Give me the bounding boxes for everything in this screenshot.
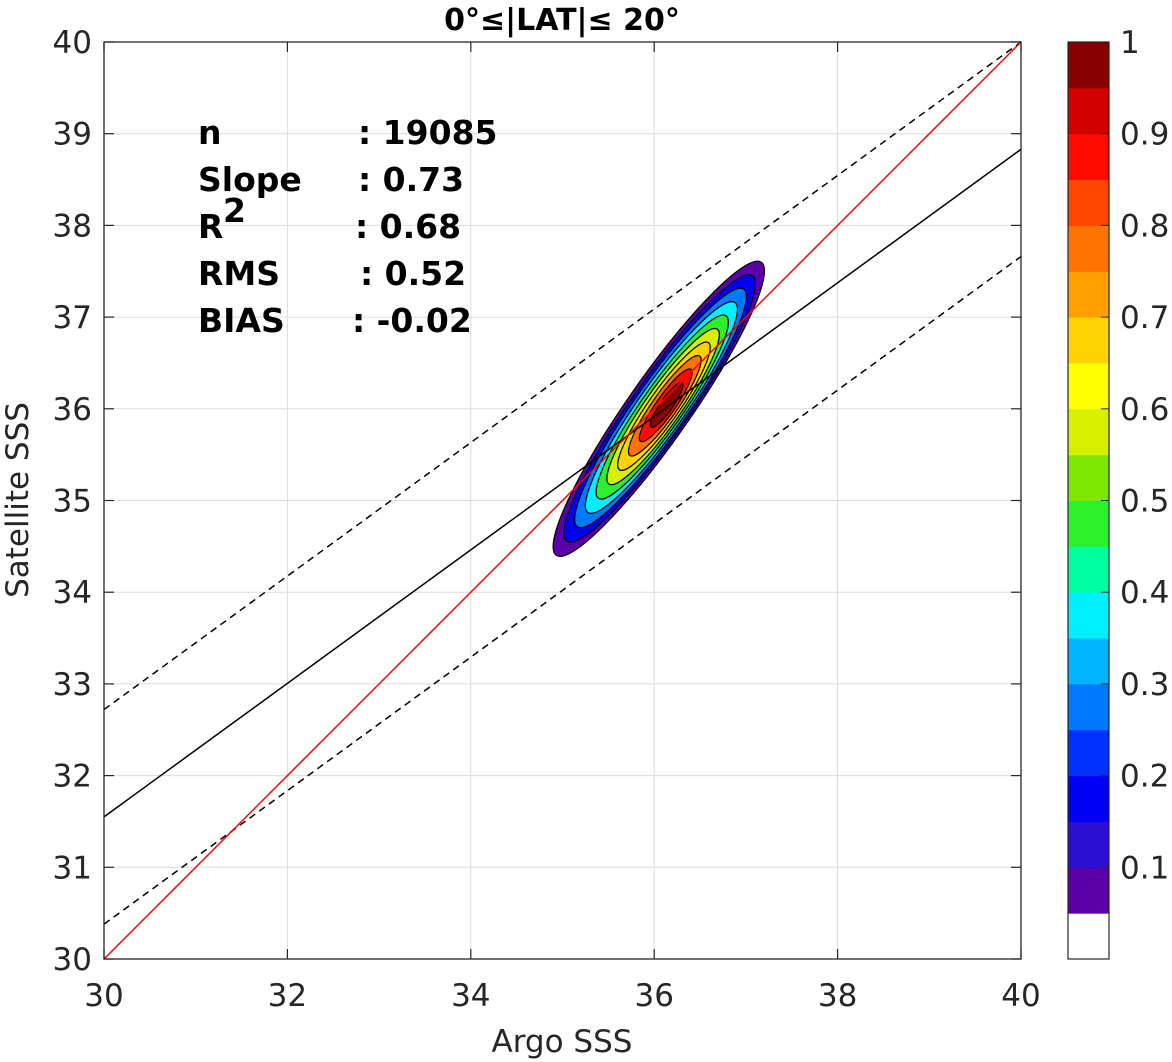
stat-value: : -0.02: [352, 301, 472, 340]
colorbar-segment: [1068, 638, 1109, 685]
y-tick-label: 35: [53, 484, 92, 520]
stat-value: : 0.52: [360, 254, 466, 293]
y-tick-label: 34: [53, 575, 92, 611]
y-tick-label: 31: [53, 850, 92, 886]
colorbar-segment: [1068, 225, 1109, 272]
stat-label: n: [198, 113, 222, 152]
y-tick-label: 38: [53, 208, 92, 244]
plot-area: 30 32 34 36 38 40 30 31 32 33 34 35 36 37 38 39 40: [53, 25, 1041, 1014]
x-tick-label: 34: [451, 978, 490, 1014]
stat-value: : 19085: [358, 113, 498, 152]
colorbar-tick-label: 0.8: [1120, 208, 1169, 244]
colorbar-segment: [1068, 913, 1109, 960]
y-axis-label: Satellite SSS: [0, 402, 36, 598]
y-tick-label: 37: [53, 300, 92, 336]
one-to-one-line: [104, 42, 1021, 959]
y-tick-label: 33: [53, 667, 92, 703]
colorbar-tick-label: 0.5: [1120, 484, 1169, 520]
stat-label: RMS: [198, 254, 280, 293]
colorbar-tick-label: 0.6: [1120, 392, 1169, 428]
colorbar-tick-label: 0.2: [1120, 759, 1169, 795]
y-tick-label: 30: [53, 942, 92, 978]
colorbar-segment: [1068, 500, 1109, 547]
stat-value: : 0.73: [358, 160, 464, 199]
colorbar-segment: [1068, 821, 1109, 868]
y-tick-label: 40: [53, 25, 92, 61]
stat-label-superscript: 2: [223, 191, 246, 230]
stat-label: BIAS: [198, 301, 285, 340]
colorbar-segment: [1068, 546, 1109, 593]
colorbar-segment: [1068, 683, 1109, 731]
colorbar-segment: [1068, 362, 1109, 410]
colorbar-segment: [1068, 179, 1109, 226]
x-tick-label: 30: [84, 978, 123, 1014]
stat-label: R: [198, 207, 223, 246]
stats-annotation: n : 19085 Slope : 0.73 R 2 : 0.68 RMS : 0.52 BIAS…: [198, 113, 498, 340]
y-tick-label: 32: [53, 759, 92, 795]
colorbar-segment: [1068, 317, 1109, 364]
stat-value: : 0.68: [355, 207, 461, 246]
colorbar-segment: [1068, 775, 1109, 822]
colorbar-tick-label: 0.3: [1120, 667, 1169, 703]
colorbar-segment: [1068, 729, 1109, 777]
y-tick-label: 36: [53, 392, 92, 428]
colorbar-segment: [1068, 133, 1109, 181]
x-tick-label: 40: [1001, 978, 1040, 1014]
colorbar-segment: [1068, 592, 1109, 639]
colorbar-tick-label: 0.1: [1120, 850, 1169, 886]
x-tick-label: 38: [818, 978, 857, 1014]
colorbar-tick-label: 1: [1120, 25, 1140, 61]
upper-bound-dashed-line: [104, 42, 1021, 711]
colorbar: 0.1 0.2 0.3 0.4 0.5 0.6 0.7 0.8 0.9 1: [1067, 25, 1169, 960]
density-contours: [104, 42, 1021, 959]
colorbar-segment: [1068, 867, 1109, 914]
stat-label: Slope: [198, 160, 302, 199]
x-axis-label: Argo SSS: [492, 1024, 633, 1060]
y-tick-label: 39: [53, 117, 92, 153]
colorbar-tick-label: 0.4: [1120, 575, 1169, 611]
colorbar-tick-label: 0.7: [1120, 300, 1169, 336]
colorbar-segment: [1068, 271, 1109, 318]
colorbar-segment: [1068, 87, 1109, 135]
lower-bound-dashed-line: [104, 255, 1021, 925]
chart-title: 0°≤|LAT|≤ 20°: [444, 3, 680, 38]
x-tick-label: 36: [634, 978, 673, 1014]
colorbar-tick-label: 0.9: [1120, 117, 1169, 153]
colorbar-segment: [1068, 454, 1109, 501]
regression-fit-line: [104, 148, 1021, 818]
x-tick-label: 32: [268, 978, 307, 1014]
colorbar-segment: [1068, 408, 1109, 456]
colorbar-segment: [1068, 42, 1109, 89]
